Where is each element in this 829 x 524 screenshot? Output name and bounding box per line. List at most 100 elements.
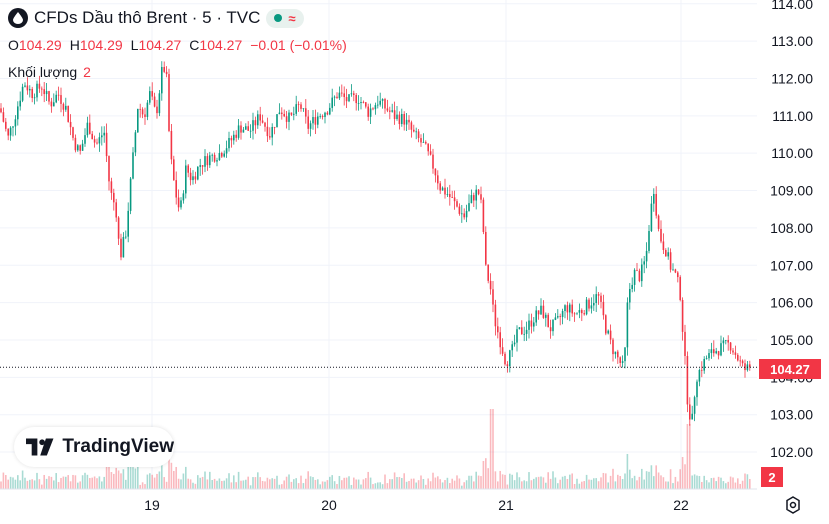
- candle-body: [192, 176, 194, 181]
- volume-bar: [518, 477, 521, 489]
- volume-bar: [19, 480, 21, 489]
- volume-bar: [264, 481, 266, 489]
- candle-body: [679, 277, 681, 300]
- candle-body: [525, 329, 528, 334]
- volume-bar: [708, 482, 710, 489]
- volume-bar: [278, 484, 281, 489]
- volume-legend[interactable]: Khối lượng 2: [8, 64, 91, 80]
- candle-body: [350, 93, 353, 95]
- volume-bar: [79, 481, 81, 489]
- candle-body: [146, 102, 149, 117]
- candle-body: [713, 349, 715, 354]
- volume-bar: [437, 476, 439, 489]
- volume-bar: [369, 477, 372, 489]
- candle-body: [228, 137, 230, 149]
- volume-bar: [266, 477, 269, 489]
- volume-bar: [235, 482, 237, 489]
- symbol-title[interactable]: CFDs Dầu thô Brent · 5 · TVC: [34, 8, 261, 27]
- volume-bar: [285, 476, 288, 489]
- volume-bar: [617, 474, 619, 489]
- candle-body: [422, 141, 425, 143]
- volume-bar: [523, 480, 525, 489]
- volume-bar: [175, 466, 177, 489]
- volume-bar: [233, 475, 235, 489]
- volume-bar: [559, 479, 561, 489]
- candle-body: [139, 108, 141, 110]
- volume-bar: [453, 480, 456, 489]
- candle-body: [626, 302, 629, 348]
- candle-body: [295, 104, 297, 114]
- volume-bar: [69, 481, 72, 489]
- logo-text: TradingView: [62, 436, 174, 457]
- candle-body: [535, 310, 537, 323]
- volume-bar: [24, 477, 26, 489]
- candle-body: [245, 126, 247, 130]
- candle-body: [336, 96, 338, 99]
- candle-body: [26, 85, 29, 91]
- candle-body: [521, 327, 523, 335]
- candle-body: [19, 100, 21, 107]
- candle-body: [233, 134, 235, 141]
- candle-body: [662, 241, 665, 250]
- candle-body: [331, 97, 333, 108]
- candle-body: [259, 114, 261, 121]
- candle-body: [473, 195, 475, 201]
- candle-body: [381, 98, 384, 101]
- volume-bar: [401, 478, 403, 489]
- candle-body: [429, 151, 432, 155]
- symbol-legend[interactable]: CFDs Dầu thô Brent · 5 · TVC ≈: [8, 8, 304, 28]
- candle-body: [38, 83, 41, 89]
- volume-bar: [96, 478, 98, 489]
- candle-body: [319, 115, 321, 117]
- candle-body: [324, 112, 326, 117]
- volume-bar: [480, 476, 482, 489]
- volume-bar: [146, 474, 149, 489]
- volume-bar: [547, 472, 549, 489]
- volume-bar: [725, 483, 727, 489]
- candle-body: [585, 299, 588, 315]
- candle-body: [213, 154, 216, 162]
- volume-bar: [473, 481, 475, 489]
- candle-body: [103, 132, 105, 136]
- volume-bar: [247, 476, 249, 489]
- volume-bar: [314, 479, 317, 489]
- tradingview-logo-icon: [26, 438, 54, 456]
- volume-bar: [65, 476, 67, 489]
- volume-bar: [89, 477, 91, 489]
- candle-body: [281, 112, 283, 114]
- candle-body: [374, 105, 377, 110]
- candle-body: [552, 319, 554, 332]
- candle-body: [621, 361, 624, 363]
- candle-body: [177, 197, 180, 208]
- volume-bar: [744, 473, 746, 489]
- candle-body: [293, 113, 295, 115]
- candle-body: [446, 194, 449, 195]
- volume-bar: [17, 475, 19, 489]
- candle-body: [741, 360, 744, 364]
- volume-bar: [545, 482, 547, 489]
- volume-bar: [379, 482, 381, 489]
- volume-bar: [254, 477, 257, 489]
- status-pill[interactable]: ≈: [266, 8, 304, 28]
- volume-bar: [422, 478, 425, 489]
- settings-icon[interactable]: [783, 495, 803, 515]
- y-tick-label: 107.00: [770, 257, 813, 273]
- volume-bar: [444, 480, 446, 489]
- candle-body: [194, 176, 197, 180]
- candle-body: [686, 356, 689, 405]
- volume-bar: [746, 474, 749, 489]
- candle-body: [163, 66, 165, 72]
- tradingview-logo[interactable]: TradingView: [14, 427, 174, 467]
- candle-body: [252, 120, 254, 131]
- volume-bar: [715, 481, 717, 489]
- volume-bar: [0, 481, 2, 489]
- volume-bar: [566, 478, 569, 489]
- candle-body: [437, 175, 439, 184]
- volume-bar: [482, 460, 485, 489]
- volume-bar: [9, 476, 12, 489]
- candle-body: [5, 121, 7, 129]
- candle-body: [655, 193, 657, 216]
- volume-bar: [516, 472, 518, 489]
- volume-bar: [573, 484, 576, 489]
